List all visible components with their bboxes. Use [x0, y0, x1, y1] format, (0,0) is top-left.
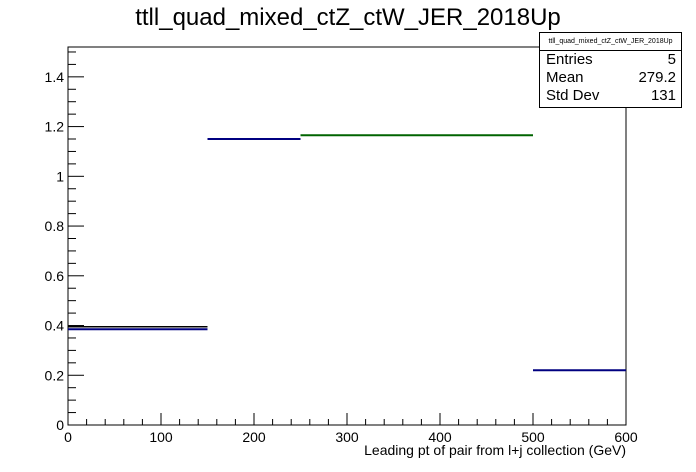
y-tick-label: 1.2	[45, 119, 65, 135]
x-tick-label: 300	[335, 429, 359, 445]
x-tick-label: 500	[521, 429, 545, 445]
y-tick-label: 0.4	[45, 318, 65, 334]
x-tick-label: 200	[242, 429, 266, 445]
y-tick-label: 1.4	[45, 69, 65, 85]
stats-mean-value: 279.2	[638, 69, 676, 86]
x-tick-label: 100	[149, 429, 173, 445]
x-tick-label: 400	[428, 429, 452, 445]
stats-entries-label: Entries	[546, 51, 593, 68]
stats-entries-value: 5	[667, 51, 676, 68]
y-tick-label: 0.8	[45, 218, 65, 234]
stats-stddev-value: 131	[650, 87, 676, 104]
y-tick-label: 0	[56, 417, 64, 433]
x-tick-label: 600	[614, 429, 638, 445]
y-tick-label: 0.2	[45, 367, 65, 383]
stats-title: ttll_quad_mixed_ctZ_ctW_JER_2018Up	[540, 33, 681, 51]
stats-stddev-label: Std Dev	[546, 87, 600, 104]
stats-row-stddev: Std Dev 131	[540, 87, 681, 105]
y-tick-label: 1	[56, 168, 64, 184]
y-tick-label: 0.6	[45, 268, 65, 284]
stats-mean-label: Mean	[546, 69, 584, 86]
stats-row-entries: Entries 5	[540, 51, 681, 69]
stats-row-mean: Mean 279.2	[540, 69, 681, 87]
x-tick-label: 0	[64, 429, 72, 445]
stats-box: ttll_quad_mixed_ctZ_ctW_JER_2018Up Entri…	[539, 32, 682, 108]
x-axis-label: Leading pt of pair from l+j collection (…	[364, 442, 626, 458]
chart-title: ttll_quad_mixed_ctZ_ctW_JER_2018Up	[135, 4, 561, 31]
